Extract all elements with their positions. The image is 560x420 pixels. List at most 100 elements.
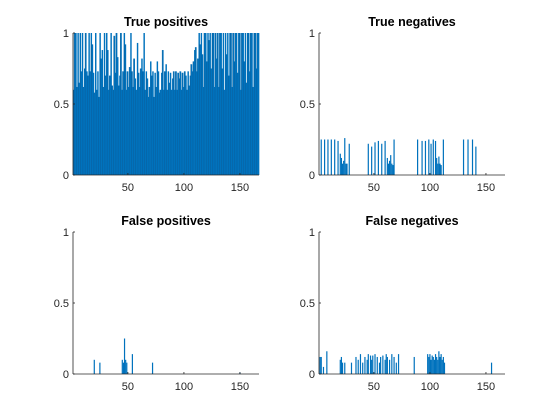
bar xyxy=(173,71,175,175)
bar xyxy=(339,359,341,374)
bar xyxy=(362,362,364,374)
bar xyxy=(141,58,143,176)
subplot-title: False positives xyxy=(121,214,211,228)
bar xyxy=(121,89,123,175)
bar xyxy=(179,71,182,175)
bar xyxy=(198,33,200,175)
bar xyxy=(367,354,369,374)
bar xyxy=(102,86,105,175)
bar xyxy=(386,157,388,175)
bar xyxy=(364,356,366,374)
bar xyxy=(200,33,203,175)
bar xyxy=(130,33,132,175)
bar xyxy=(159,89,162,175)
y-tick-label: 0.5 xyxy=(54,298,69,310)
bar xyxy=(218,86,220,175)
bar xyxy=(195,47,197,176)
bar xyxy=(334,139,336,175)
bar xyxy=(178,78,181,175)
bar xyxy=(371,359,373,374)
y-tick-label: 1 xyxy=(63,227,69,239)
bar xyxy=(253,33,255,175)
bar xyxy=(467,139,469,175)
bar xyxy=(170,89,173,175)
bar xyxy=(174,89,176,175)
bar xyxy=(194,50,196,175)
bar xyxy=(199,44,202,175)
bar xyxy=(136,42,139,175)
bar xyxy=(343,160,345,175)
y-tick-label: 0.5 xyxy=(54,99,69,111)
bar xyxy=(148,86,151,175)
bars xyxy=(319,351,493,374)
bar xyxy=(209,33,211,175)
bar xyxy=(320,356,322,374)
bar xyxy=(377,140,379,175)
bar xyxy=(82,86,85,175)
x-tick-label: 100 xyxy=(175,381,193,393)
bar xyxy=(397,354,400,374)
bar xyxy=(156,61,159,175)
bar xyxy=(367,143,369,175)
bar xyxy=(157,71,160,175)
bar xyxy=(380,356,382,374)
bar xyxy=(430,143,432,175)
bar xyxy=(340,356,343,374)
bar xyxy=(75,33,77,175)
bar xyxy=(340,157,343,175)
bar xyxy=(223,89,226,175)
bars xyxy=(320,138,477,175)
bar xyxy=(119,75,121,175)
bar xyxy=(121,359,123,374)
bar xyxy=(132,86,134,175)
bar xyxy=(134,78,137,175)
bar xyxy=(137,72,140,175)
bar xyxy=(112,89,115,175)
bar xyxy=(104,75,107,175)
bar xyxy=(97,71,99,175)
bar xyxy=(429,354,431,374)
bar xyxy=(106,33,108,175)
bar xyxy=(122,71,124,175)
bar xyxy=(125,359,127,374)
bar xyxy=(384,359,386,374)
bar xyxy=(73,89,75,175)
bar xyxy=(189,75,192,175)
y-tick-label: 1 xyxy=(309,227,315,239)
bar xyxy=(355,356,357,374)
x-tick-label: 150 xyxy=(477,182,495,194)
bar xyxy=(161,72,163,175)
bar xyxy=(206,61,208,175)
bar xyxy=(177,72,180,175)
y-tick-label: 0.5 xyxy=(300,298,315,310)
bar xyxy=(91,44,94,175)
x-tick-label: 50 xyxy=(122,182,134,194)
bar xyxy=(430,359,432,374)
x-tick-label: 100 xyxy=(175,182,193,194)
bar xyxy=(108,89,110,175)
bar xyxy=(251,33,253,175)
bar xyxy=(190,64,193,175)
bar xyxy=(99,362,101,374)
bar xyxy=(158,92,161,175)
bar xyxy=(109,75,111,175)
bar xyxy=(93,359,95,374)
bar xyxy=(220,33,222,175)
bar xyxy=(462,139,465,175)
bar xyxy=(378,362,381,374)
bar xyxy=(187,71,189,175)
bar xyxy=(175,71,177,175)
bar xyxy=(390,155,392,175)
bar xyxy=(120,33,122,175)
bar xyxy=(374,354,376,374)
bar xyxy=(76,86,78,175)
bar xyxy=(103,33,106,175)
bar xyxy=(388,160,391,175)
bar xyxy=(240,89,242,175)
bar xyxy=(203,33,206,175)
bar xyxy=(242,33,244,175)
